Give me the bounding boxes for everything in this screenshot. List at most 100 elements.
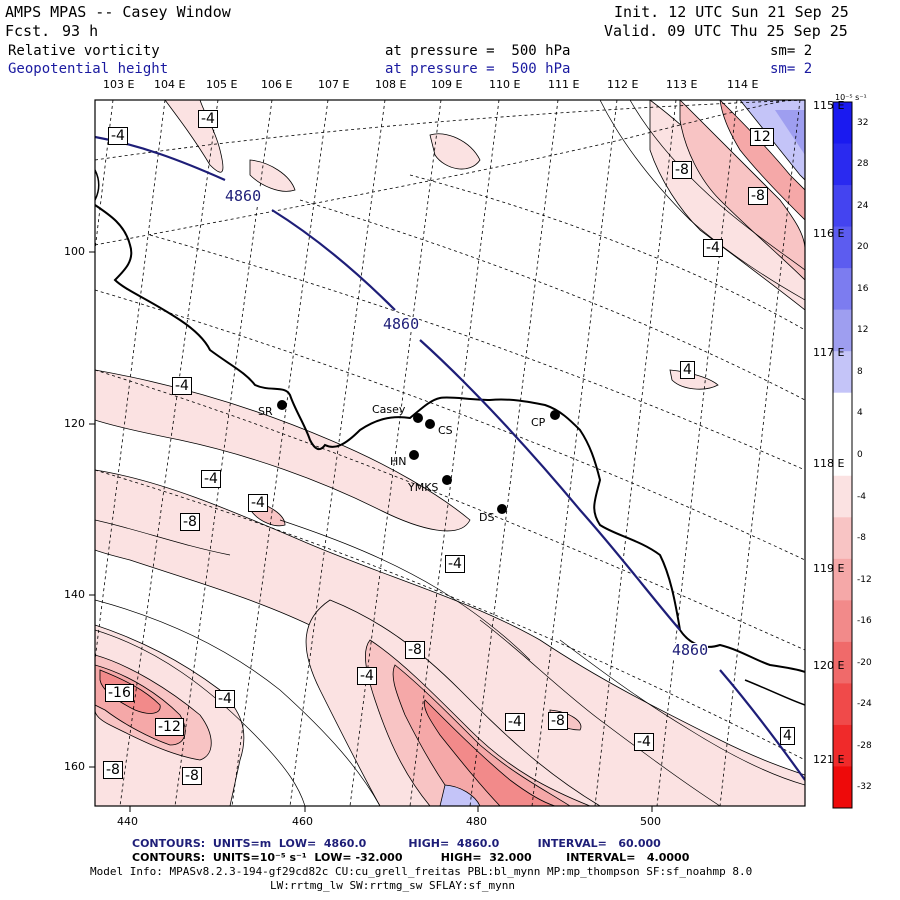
colorbar-level-label: 8: [857, 366, 863, 377]
x-tick-label: 460: [292, 815, 313, 828]
x-tick-label: 500: [640, 815, 661, 828]
colorbar-level-label: -8: [857, 533, 866, 544]
vorticity-contours: [95, 100, 805, 806]
lon-label-right: 116 E: [813, 227, 845, 240]
colorbar-unit: 10⁻⁵ s⁻¹: [835, 93, 867, 102]
colorbar-level-label: -20: [857, 657, 872, 668]
y-tick-label: 100: [64, 245, 85, 258]
lon-label-top: 104 E: [154, 78, 186, 91]
station-marker-cp: [550, 410, 560, 420]
colorbar-level-label: 0: [857, 450, 863, 460]
station-label-ymks: YMKS: [408, 481, 439, 494]
init-time: Init. 12 UTC Sun 21 Sep 25: [614, 3, 849, 21]
colorbar-level-label: -4: [857, 491, 866, 502]
graticule: [95, 100, 805, 806]
vorticity-label: -8: [180, 513, 200, 531]
lon-label-top: 106 E: [261, 78, 293, 91]
vorticity-label: -4: [248, 494, 268, 512]
station-label-cs: CS: [438, 424, 453, 437]
station-label-casey: Casey: [372, 403, 406, 416]
vorticity-label: 12: [750, 128, 774, 146]
colorbar-swatch: [833, 226, 852, 269]
lon-label-right: 120 E: [813, 659, 845, 672]
forecast-label: Fcst.: [5, 22, 51, 40]
vorticity-label: -8: [405, 641, 425, 659]
colorbar-level-label: -32: [857, 782, 872, 793]
colorbar-level-label: -24: [857, 699, 872, 710]
vorticity-label: 4: [780, 727, 795, 745]
station-marker-ds: [497, 504, 507, 514]
vorticity-label: -4: [172, 377, 192, 395]
lon-label-top: 110 E: [489, 78, 521, 91]
footer-model-info-2: LW:rrtmg_lw SW:rrtmg_sw SFLAY:sf_mynn: [270, 879, 516, 892]
vorticity-label: -4: [198, 110, 218, 128]
colorbar-level-label: 16: [857, 283, 869, 294]
vorticity-label: -4: [634, 733, 654, 751]
colorbar-level-label: -28: [857, 740, 872, 751]
colorbar-level-label: 28: [857, 159, 869, 170]
vorticity-label: -8: [182, 767, 202, 785]
height-label: 4860: [225, 187, 262, 205]
field-2-name: Geopotential height: [8, 61, 169, 77]
vorticity-label: -4: [505, 713, 525, 731]
station-markers: [277, 400, 560, 514]
lon-label-right: 117 E: [813, 346, 845, 359]
height-contour-4860: [95, 135, 805, 781]
station-marker-cs: [425, 419, 435, 429]
vorticity-label: -8: [748, 187, 768, 205]
footer-model-info: Model Info: MPASv8.2.3-194-gf29cd82c CU:…: [90, 865, 753, 878]
vorticity-label: -4: [201, 470, 221, 488]
colorbar-swatch: [833, 185, 852, 228]
station-marker-hn: [409, 450, 419, 460]
vorticity-label: -8: [103, 761, 123, 779]
colorbar-swatch: [833, 641, 852, 684]
colorbar-swatch: [833, 766, 852, 809]
footer-contours-height: CONTOURS: UNITS=m LOW= 4860.0 HIGH= 4860…: [132, 837, 661, 850]
vorticity-label: -8: [672, 161, 692, 179]
vorticity-label: -4: [357, 667, 377, 685]
height-label: 4860: [383, 315, 420, 333]
y-tick-label: 160: [64, 760, 85, 773]
footer-contours-vorticity: CONTOURS: UNITS=10⁻⁵ s⁻¹ LOW= -32.000 HI…: [132, 851, 690, 864]
plot-title: AMPS MPAS -- Casey Window: [5, 3, 231, 21]
vorticity-label: -8: [548, 712, 568, 730]
lon-label-top: 108 E: [375, 78, 407, 91]
colorbar-swatch: [833, 434, 852, 477]
lon-label-top: 105 E: [206, 78, 238, 91]
lon-label-top: 109 E: [431, 78, 463, 91]
forecast-hour: 93 h: [62, 22, 99, 40]
x-tick-label: 480: [466, 815, 487, 828]
lon-label-top: 107 E: [318, 78, 350, 91]
colorbar-level-label: -12: [857, 574, 872, 585]
lon-label-top: 112 E: [607, 78, 639, 91]
lon-label-right: 121 E: [813, 753, 845, 766]
vorticity-label: -16: [105, 684, 134, 702]
colorbar-swatch: [833, 517, 852, 560]
colorbar-swatch: [833, 600, 852, 643]
station-marker-ymks: [442, 475, 452, 485]
colorbar-swatch: [833, 268, 852, 311]
lon-label-right: 119 E: [813, 562, 845, 575]
x-tick-label: 440: [117, 815, 138, 828]
colorbar-swatch: [833, 102, 852, 145]
colorbar-level-label: 32: [857, 117, 869, 128]
field-2-smooth: sm= 2: [770, 61, 813, 77]
colorbar-level-label: 20: [857, 242, 869, 253]
vorticity-label: -4: [445, 555, 465, 573]
colorbar-level-label: -16: [857, 616, 872, 627]
y-tick-label: 120: [64, 417, 85, 430]
vorticity-label: 4: [680, 361, 695, 379]
field-2-level: at pressure = 500 hPa: [385, 61, 571, 77]
y-tick-label: 140: [64, 588, 85, 601]
station-marker-sr: [277, 400, 287, 410]
height-label: 4860: [672, 641, 709, 659]
colorbar-swatch: [833, 392, 852, 435]
station-label-ds: DS: [479, 511, 495, 524]
vorticity-label: -4: [215, 690, 235, 708]
colorbar-level-label: 12: [857, 325, 869, 336]
field-1-smooth: sm= 2: [770, 43, 813, 59]
station-label-hn: HN: [390, 455, 407, 468]
colorbar-swatch: [833, 309, 852, 352]
